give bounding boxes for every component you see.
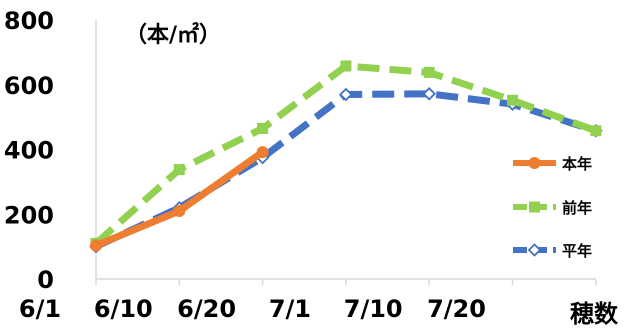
unit-label: （本/㎡） bbox=[125, 22, 221, 48]
x-axis-ticks bbox=[95, 279, 597, 285]
y-tick-label: 800 bbox=[4, 7, 54, 35]
y-axis-tick-labels: 0 200 400 600 800 bbox=[4, 7, 54, 294]
y-tick-label: 0 bbox=[37, 266, 54, 294]
legend-label: 前年 bbox=[562, 199, 592, 217]
axes bbox=[95, 20, 597, 285]
series-layer bbox=[89, 60, 603, 254]
legend-item-last-year: 前年 bbox=[513, 199, 592, 217]
series-this-year bbox=[90, 146, 269, 252]
legend-swatch-marker bbox=[529, 201, 540, 213]
x-tick-label: 6/20 bbox=[177, 295, 236, 323]
x-axis-tick-labels: 6/1 6/10 6/20 7/1 7/10 7/20 bbox=[19, 295, 486, 323]
data-point-last-year bbox=[507, 94, 518, 106]
series-average-year bbox=[89, 87, 603, 254]
x-tick-label: 6/1 bbox=[19, 295, 61, 323]
x-tick-label: 7/10 bbox=[344, 295, 403, 323]
legend-swatch-marker bbox=[527, 243, 542, 257]
data-point-last-year bbox=[257, 122, 269, 134]
legend-item-average-year: 平年 bbox=[513, 242, 592, 260]
legend-label: 本年 bbox=[562, 155, 592, 173]
data-point-this-year bbox=[256, 146, 269, 159]
data-point-average-year bbox=[339, 87, 353, 102]
y-tick-label: 400 bbox=[4, 137, 54, 165]
y-tick-label: 600 bbox=[4, 72, 54, 100]
x-tick-label: 6/10 bbox=[94, 295, 153, 323]
x-tick-label: 7/20 bbox=[427, 295, 486, 323]
data-point-average-year bbox=[422, 87, 436, 101]
series-line-average-year bbox=[94, 90, 597, 250]
x-tick-label: 7/1 bbox=[269, 295, 311, 323]
data-point-last-year bbox=[173, 164, 185, 176]
data-point-last-year bbox=[340, 60, 352, 72]
data-point-this-year bbox=[90, 239, 102, 252]
legend-label: 平年 bbox=[562, 242, 592, 260]
x-axis-title: 穂数 bbox=[570, 300, 619, 328]
data-point-last-year bbox=[590, 125, 602, 137]
legend-item-this-year: 本年 bbox=[513, 155, 592, 173]
legend-swatch-marker bbox=[528, 157, 541, 169]
y-tick-label: 200 bbox=[4, 201, 54, 229]
data-point-this-year bbox=[173, 205, 186, 218]
data-point-last-year bbox=[423, 66, 435, 78]
